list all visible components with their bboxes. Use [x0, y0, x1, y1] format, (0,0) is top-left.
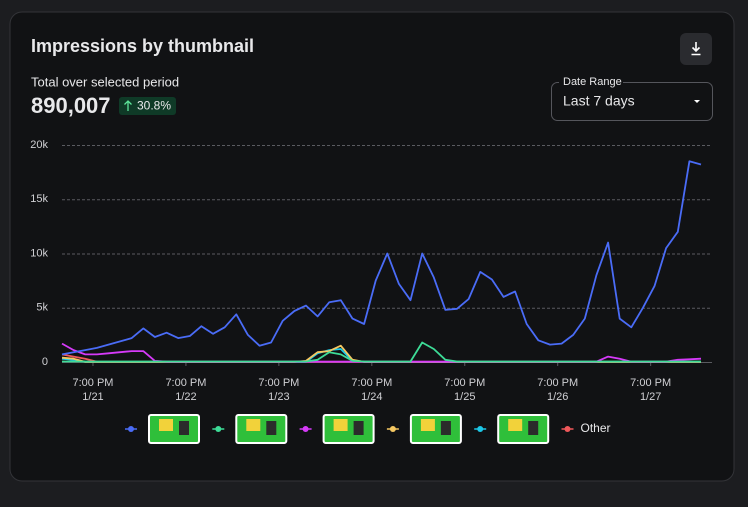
thumbnail-detail — [528, 421, 539, 435]
legend-thumbnail — [235, 414, 288, 444]
download-icon — [691, 42, 701, 56]
x-tick-date: 1/24 — [361, 391, 382, 403]
up-arrow — [124, 100, 132, 111]
legend-item[interactable] — [299, 414, 375, 444]
series-line — [62, 341, 701, 363]
y-tick-label: 5k — [36, 302, 48, 314]
thumbnail-detail — [179, 421, 189, 435]
legend-dot — [389, 426, 396, 432]
y-tick-label: 10k — [30, 247, 48, 259]
plot: 0 5k 10k 15k 20k 7:00 PM 1/21 7:00 PM 1/22 7:00 P… — [30, 139, 712, 403]
x-tick-date: 1/23 — [268, 391, 289, 403]
x-tick-label: 7:00 PM — [630, 377, 671, 389]
x-tick-date: 1/22 — [175, 391, 196, 403]
y-tick-label: 15k — [30, 193, 48, 205]
series-line — [61, 160, 702, 356]
thumbnail-detail — [246, 419, 261, 431]
thumbnail-detail — [159, 419, 173, 431]
legend-thumbnail — [409, 414, 462, 444]
x-tick-label: 7:00 PM — [444, 377, 485, 389]
legend-item[interactable] — [212, 414, 288, 444]
legend-thumbnail — [148, 414, 200, 444]
legend-thumbnail — [497, 414, 550, 444]
x-tick-date: 1/21 — [82, 391, 103, 403]
legend-dot — [477, 426, 484, 432]
thumbnail-detail — [440, 421, 451, 435]
legend-dot — [128, 426, 134, 432]
legend-dot — [564, 426, 571, 432]
legend-label: Other — [581, 421, 611, 435]
x-tick-label: 7:00 PM — [258, 377, 299, 389]
legend-item[interactable]: Other — [561, 421, 611, 435]
x-tick-label: 7:00 PM — [165, 377, 206, 389]
thumbnail-detail — [353, 421, 364, 435]
x-tick-label: 7:00 PM — [351, 377, 392, 389]
date-range-label: Date Range — [563, 76, 622, 88]
change: 30.8% — [137, 99, 171, 113]
legend-item[interactable] — [474, 414, 550, 444]
x-tick-label: 7:00 PM — [537, 377, 578, 389]
date-range-select[interactable] — [551, 82, 713, 121]
subtitle: Total over selected period — [31, 74, 179, 89]
legend-item[interactable] — [125, 414, 200, 444]
thumbnail-detail — [508, 419, 523, 431]
x-tick-label: 7:00 PM — [72, 377, 113, 389]
thumbnail-detail — [333, 419, 348, 431]
legend-dot — [215, 426, 222, 432]
thumbnail-detail — [266, 421, 277, 435]
y-tick-label: 20k — [30, 139, 48, 151]
x-tick-date: 1/27 — [640, 391, 661, 403]
legend-thumbnail — [322, 414, 375, 444]
total: 890,007 — [31, 93, 111, 118]
x-tick-date: 1/26 — [547, 391, 568, 403]
caret — [694, 100, 700, 103]
y-tick-label: 0 — [42, 356, 48, 368]
date-range-value: Last 7 days — [563, 93, 635, 109]
x-tick-date: 1/25 — [454, 391, 475, 403]
thumbnail-detail — [420, 419, 435, 431]
card — [9, 11, 735, 482]
legend-dot — [302, 426, 309, 432]
legend: Other — [125, 414, 611, 444]
chart-title: Impressions by thumbnail — [31, 36, 254, 56]
legend-item[interactable] — [386, 414, 462, 444]
label-bg — [559, 76, 623, 88]
change-badge — [119, 97, 176, 115]
